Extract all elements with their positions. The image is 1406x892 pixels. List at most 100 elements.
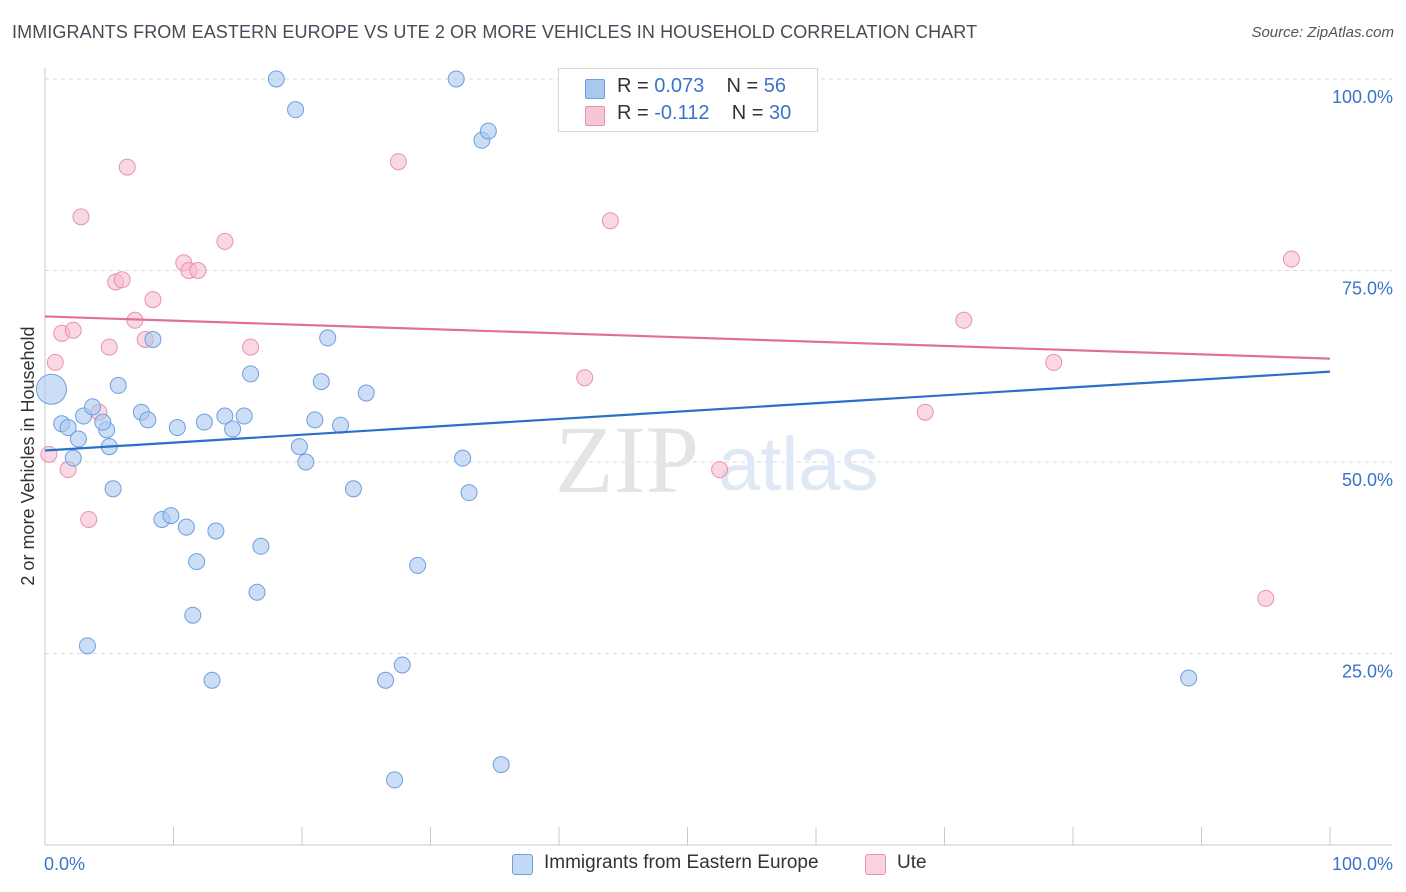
eastern-europe-point: [297, 453, 315, 471]
eastern-europe-point: [235, 407, 253, 425]
eastern-europe-point: [203, 671, 221, 689]
ute-point: [601, 212, 619, 230]
y-tick-label: 75.0%: [1342, 279, 1393, 299]
eastern-europe-point: [168, 419, 186, 437]
ute-point: [189, 262, 207, 279]
correlation-legend: R = 0.073 N = 56 R = -0.112 N = 30: [558, 68, 818, 132]
ute-point: [1045, 353, 1063, 371]
eastern-europe-point: [460, 484, 478, 502]
eastern-europe-point: [35, 373, 67, 405]
eastern-europe-point: [332, 416, 350, 434]
eastern-europe-point: [242, 365, 260, 383]
ute-point: [711, 461, 729, 479]
eastern-europe-point: [479, 122, 497, 140]
ute-point: [40, 445, 58, 463]
ute-point: [216, 232, 234, 250]
eastern-europe-point: [188, 553, 206, 571]
eastern-europe-point: [177, 518, 195, 536]
x-tick-label-right: 100.0%: [1332, 854, 1393, 874]
eastern-europe-point: [377, 671, 395, 689]
y-tick-label: 100.0%: [1332, 87, 1393, 107]
y-tick-label: 25.0%: [1342, 662, 1393, 682]
eastern-europe-point: [84, 398, 102, 416]
watermark-zip: ZIP: [555, 406, 699, 513]
ute-point: [64, 321, 82, 339]
chart-title: IMMIGRANTS FROM EASTERN EUROPE VS UTE 2 …: [12, 22, 978, 42]
watermark-atlas: atlas: [718, 422, 879, 507]
eastern-europe-point: [64, 449, 82, 467]
eastern-europe-point: [224, 420, 242, 438]
legend-r-label: R =: [617, 75, 649, 97]
x-tick-label-left: 0.0%: [44, 854, 85, 874]
ute-point: [242, 338, 260, 356]
legend-swatch-pink: [585, 106, 605, 126]
ute-point: [389, 153, 407, 171]
ute-trend-line: [44, 315, 1331, 360]
ute-point: [955, 311, 973, 329]
series-label: Ute: [897, 852, 927, 873]
eastern-europe-point: [409, 556, 427, 574]
eastern-europe-trend-line: [44, 370, 1331, 452]
legend-r-value: 0.073: [654, 75, 705, 97]
legend-n-value: 30: [768, 102, 792, 124]
eastern-europe-points: [35, 70, 1198, 789]
eastern-europe-point: [216, 407, 234, 425]
ute-point: [1257, 589, 1275, 607]
ute-point: [46, 353, 64, 371]
eastern-europe-point: [287, 101, 305, 119]
series-label: Immigrants from Eastern Europe: [544, 852, 819, 873]
tick-labels: 100.0% 75.0% 50.0% 25.0% 0.0% 100.0%: [44, 87, 1393, 874]
eastern-europe-point: [59, 419, 77, 437]
eastern-europe-point: [312, 373, 330, 391]
eastern-europe-point: [267, 70, 285, 88]
ute-point: [113, 271, 131, 289]
trend-lines: [44, 315, 1331, 452]
eastern-europe-point: [162, 507, 180, 525]
series-swatch-blue: [512, 854, 533, 875]
watermark: ZIP atlas: [555, 406, 879, 513]
eastern-europe-point: [290, 438, 308, 456]
ute-points: [40, 153, 1300, 607]
legend-r-value: -0.112: [654, 102, 710, 124]
eastern-europe-point: [447, 70, 465, 88]
eastern-europe-point: [104, 480, 122, 498]
eastern-europe-point: [109, 376, 127, 394]
ute-point: [916, 403, 934, 421]
source-label: Source: ZipAtlas.com: [1251, 24, 1394, 41]
eastern-europe-point: [184, 606, 202, 624]
eastern-europe-point: [492, 756, 510, 774]
eastern-europe-point: [344, 480, 362, 498]
ute-point: [576, 369, 594, 387]
ute-point: [1282, 250, 1300, 268]
legend-n-label: N =: [726, 75, 759, 97]
eastern-europe-point: [139, 411, 157, 429]
y-axis-label: 2 or more Vehicles in Household: [18, 326, 38, 585]
ute-point: [118, 158, 136, 176]
eastern-europe-point: [454, 449, 472, 467]
series-swatch-pink: [865, 854, 886, 875]
eastern-europe-point: [306, 411, 324, 429]
ute-point: [72, 208, 90, 226]
eastern-europe-point: [248, 583, 266, 601]
ute-point: [144, 291, 162, 309]
ute-point: [100, 338, 118, 356]
legend-swatch-blue: [585, 79, 605, 99]
eastern-europe-point: [207, 522, 225, 540]
eastern-europe-point: [319, 329, 337, 347]
legend-n-value: 56: [763, 75, 787, 97]
eastern-europe-point: [69, 430, 87, 448]
legend-n-label: N =: [731, 102, 764, 124]
y-tick-label: 50.0%: [1342, 470, 1393, 490]
ute-point: [80, 510, 98, 528]
eastern-europe-point: [252, 537, 270, 555]
eastern-europe-point: [386, 771, 404, 789]
eastern-europe-point: [195, 413, 213, 431]
eastern-europe-point: [1180, 669, 1198, 687]
eastern-europe-point: [144, 330, 162, 348]
eastern-europe-point: [94, 413, 112, 431]
legend-r-label: R =: [617, 102, 649, 124]
eastern-europe-point: [393, 656, 411, 674]
eastern-europe-point: [357, 384, 375, 402]
eastern-europe-point: [78, 637, 96, 655]
